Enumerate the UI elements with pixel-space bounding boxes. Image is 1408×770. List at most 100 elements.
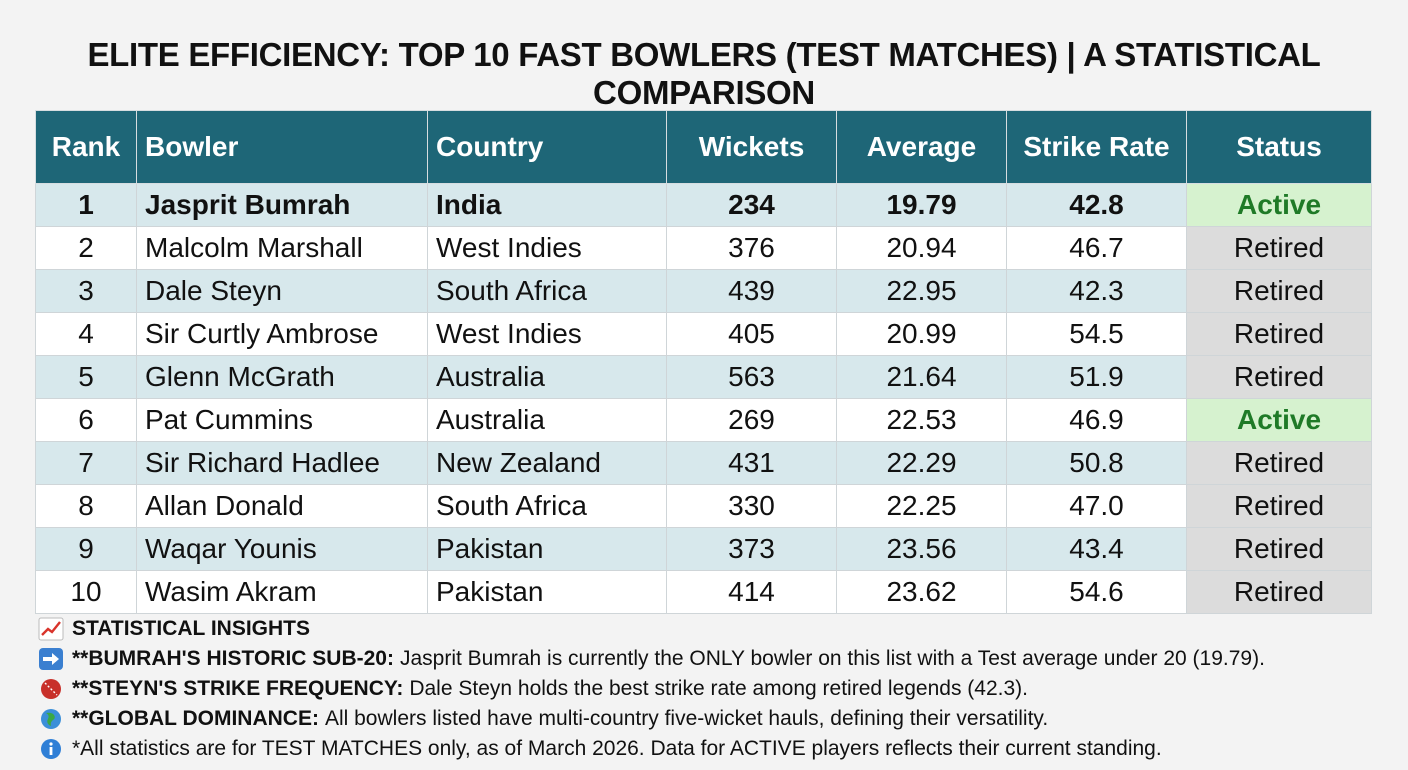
- status-badge: Retired: [1186, 441, 1372, 485]
- cell-average: 22.25: [836, 484, 1007, 528]
- insight-item: **STEYN'S STRIKE FREQUENCY: Dale Steyn h…: [38, 674, 1378, 704]
- cell-strike-rate: 46.9: [1006, 398, 1187, 442]
- cell-country: South Africa: [427, 484, 667, 528]
- insight-text: All bowlers listed have multi-country fi…: [324, 707, 1049, 730]
- cell-strike-rate: 42.8: [1006, 183, 1187, 227]
- cell-bowler: Wasim Akram: [136, 570, 428, 614]
- insights-heading-line: STATISTICAL INSIGHTS: [38, 614, 1378, 644]
- globe-icon: [38, 707, 64, 731]
- insight-lead: **STEYN'S STRIKE FREQUENCY:: [72, 677, 404, 700]
- table-row: 2 Malcolm Marshall West Indies 376 20.94 46.7…: [35, 226, 1372, 270]
- cell-country: Pakistan: [427, 570, 667, 614]
- header-rank: Rank: [35, 110, 137, 184]
- table-row: 5 Glenn McGrath Australia 563 21.64 51.9 Retir…: [35, 355, 1372, 399]
- cell-bowler: Allan Donald: [136, 484, 428, 528]
- cell-strike-rate: 50.8: [1006, 441, 1187, 485]
- cell-wickets: 234: [666, 183, 837, 227]
- statistical-insights: STATISTICAL INSIGHTS **BUMRAH'S HISTORIC…: [38, 614, 1378, 764]
- cell-bowler: Glenn McGrath: [136, 355, 428, 399]
- table-row: 7 Sir Richard Hadlee New Zealand 431 22.29 50…: [35, 441, 1372, 485]
- header-wickets: Wickets: [666, 110, 837, 184]
- cell-wickets: 431: [666, 441, 837, 485]
- insight-lead: **GLOBAL DOMINANCE:: [72, 707, 319, 730]
- insight-lead: **BUMRAH'S HISTORIC SUB-20:: [72, 647, 394, 670]
- cell-rank: 1: [35, 183, 137, 227]
- cell-average: 19.79: [836, 183, 1007, 227]
- cell-wickets: 376: [666, 226, 837, 270]
- cell-strike-rate: 51.9: [1006, 355, 1187, 399]
- cell-average: 23.56: [836, 527, 1007, 571]
- insight-item: *All statistics are for TEST MATCHES onl…: [38, 734, 1378, 764]
- cell-wickets: 563: [666, 355, 837, 399]
- cell-bowler: Malcolm Marshall: [136, 226, 428, 270]
- cricket-ball-icon: [38, 677, 64, 701]
- insight-text: Dale Steyn holds the best strike rate am…: [409, 677, 1028, 700]
- cell-average: 21.64: [836, 355, 1007, 399]
- cell-rank: 2: [35, 226, 137, 270]
- cell-strike-rate: 42.3: [1006, 269, 1187, 313]
- cell-wickets: 269: [666, 398, 837, 442]
- cell-average: 22.53: [836, 398, 1007, 442]
- cell-wickets: 439: [666, 269, 837, 313]
- table-row: 10 Wasim Akram Pakistan 414 23.62 54.6 Retired: [35, 570, 1372, 614]
- cell-average: 22.29: [836, 441, 1007, 485]
- info-icon: [38, 737, 64, 761]
- bowlers-table: Rank Bowler Country Wickets Average Stri…: [35, 110, 1372, 614]
- cell-rank: 6: [35, 398, 137, 442]
- cell-average: 23.62: [836, 570, 1007, 614]
- cell-country: Australia: [427, 398, 667, 442]
- cell-strike-rate: 43.4: [1006, 527, 1187, 571]
- insight-text: *All statistics are for TEST MATCHES onl…: [72, 737, 1162, 760]
- cell-strike-rate: 54.6: [1006, 570, 1187, 614]
- table-header-row: Rank Bowler Country Wickets Average Stri…: [35, 110, 1372, 184]
- header-country: Country: [427, 110, 667, 184]
- insight-text: Jasprit Bumrah is currently the ONLY bow…: [399, 647, 1265, 670]
- cell-country: Australia: [427, 355, 667, 399]
- table-row: 8 Allan Donald South Africa 330 22.25 47.0 Ret…: [35, 484, 1372, 528]
- cell-bowler: Sir Curtly Ambrose: [136, 312, 428, 356]
- cell-rank: 4: [35, 312, 137, 356]
- status-badge: Retired: [1186, 269, 1372, 313]
- table-row: 4 Sir Curtly Ambrose West Indies 405 20.99 54…: [35, 312, 1372, 356]
- cell-rank: 8: [35, 484, 137, 528]
- table-row: 9 Waqar Younis Pakistan 373 23.56 43.4 Retired: [35, 527, 1372, 571]
- table-row: 1 Jasprit Bumrah India 234 19.79 42.8 Active: [35, 183, 1372, 227]
- chart-increasing-icon: [38, 617, 64, 641]
- cell-rank: 3: [35, 269, 137, 313]
- status-badge: Retired: [1186, 527, 1372, 571]
- arrow-right-icon: [38, 647, 64, 671]
- cell-strike-rate: 46.7: [1006, 226, 1187, 270]
- insights-heading: STATISTICAL INSIGHTS: [72, 617, 311, 640]
- cell-rank: 9: [35, 527, 137, 571]
- insight-item: **BUMRAH'S HISTORIC SUB-20: Jasprit Bumr…: [38, 644, 1378, 674]
- status-badge: Retired: [1186, 570, 1372, 614]
- header-bowler: Bowler: [136, 110, 428, 184]
- status-badge: Retired: [1186, 226, 1372, 270]
- cell-strike-rate: 54.5: [1006, 312, 1187, 356]
- status-badge: Active: [1186, 398, 1372, 442]
- header-strike-rate: Strike Rate: [1006, 110, 1187, 184]
- cell-rank: 7: [35, 441, 137, 485]
- status-badge: Retired: [1186, 312, 1372, 356]
- cell-wickets: 414: [666, 570, 837, 614]
- header-average: Average: [836, 110, 1007, 184]
- status-badge: Active: [1186, 183, 1372, 227]
- cell-country: Pakistan: [427, 527, 667, 571]
- insight-item: **GLOBAL DOMINANCE: All bowlers listed h…: [38, 704, 1378, 734]
- cell-bowler: Sir Richard Hadlee: [136, 441, 428, 485]
- cell-bowler: Waqar Younis: [136, 527, 428, 571]
- status-badge: Retired: [1186, 355, 1372, 399]
- cell-country: India: [427, 183, 667, 227]
- cell-wickets: 373: [666, 527, 837, 571]
- cell-country: South Africa: [427, 269, 667, 313]
- cell-rank: 5: [35, 355, 137, 399]
- cell-rank: 10: [35, 570, 137, 614]
- cell-country: West Indies: [427, 226, 667, 270]
- cell-wickets: 330: [666, 484, 837, 528]
- cell-wickets: 405: [666, 312, 837, 356]
- cell-strike-rate: 47.0: [1006, 484, 1187, 528]
- table-row: 3 Dale Steyn South Africa 439 22.95 42.3 Retir…: [35, 269, 1372, 313]
- cell-bowler: Pat Cummins: [136, 398, 428, 442]
- cell-country: New Zealand: [427, 441, 667, 485]
- cell-average: 20.99: [836, 312, 1007, 356]
